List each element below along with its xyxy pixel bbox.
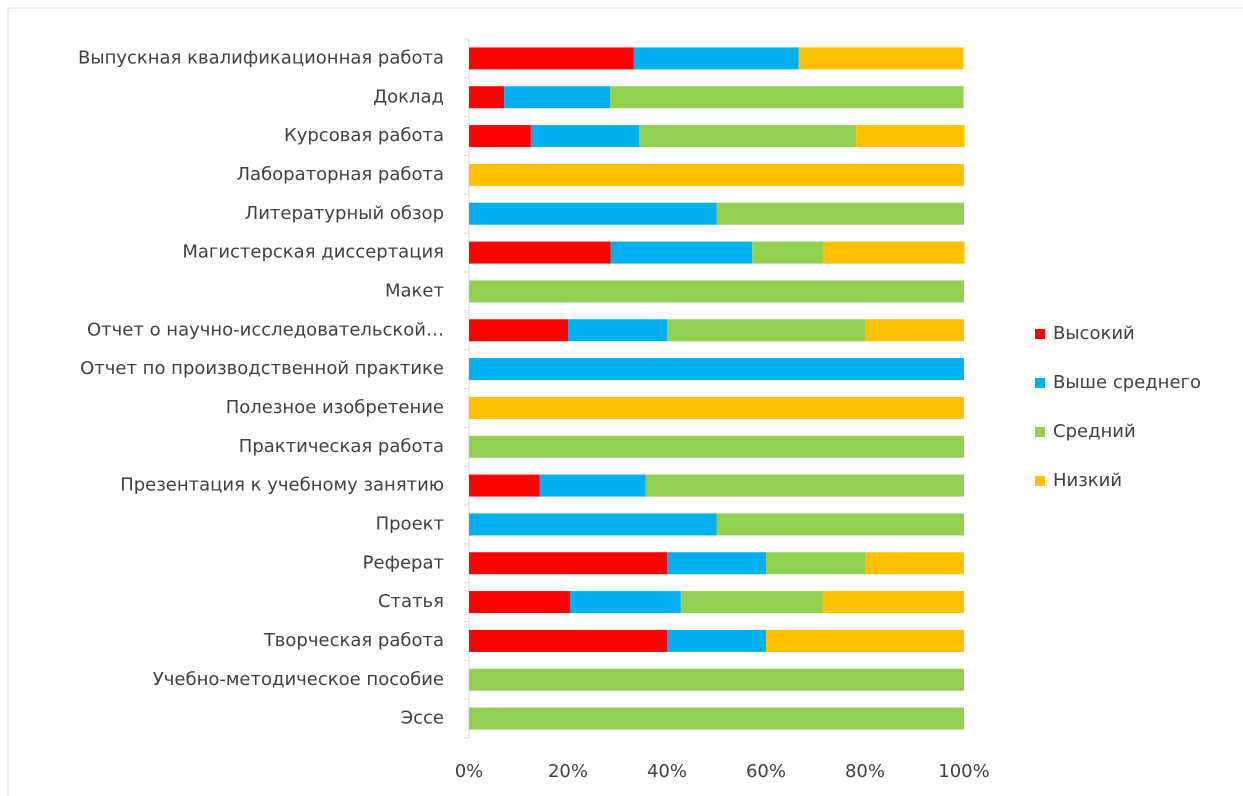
category-label: Учебно-методическое пособие [153,669,444,690]
bar-segment [469,163,964,186]
bar-segment [865,319,964,342]
bar-segment [822,591,964,614]
category-label: Полезное изобретение [226,397,444,418]
x-tick-label: 0% [455,761,484,782]
bar-segment [469,552,667,575]
category-label: Отчет о научно-исследовательской… [87,319,444,340]
category-label: Творческая работа [263,630,444,651]
bar-segment [569,591,681,614]
category-label: Презентация к учебному занятию [120,475,444,496]
bar-segment [469,474,540,497]
x-tick-label: 40% [647,761,687,782]
category-label: Реферат [363,552,444,573]
bar-segment [766,552,865,575]
bar-segment [798,47,964,70]
chart-border [7,7,1243,796]
category-label: Лабораторная работа [237,164,445,185]
bar-segment [469,513,717,536]
bar-segment [469,358,964,381]
category-label: Отчет по производственной практике [80,358,444,379]
category-label: Статья [378,591,444,612]
category-label: Курсовая работа [284,125,444,146]
bar-segment [469,86,505,109]
bar-segment [469,435,964,458]
bar-segment [822,241,965,264]
bar-segment [530,125,640,148]
legend-swatch [1035,427,1045,437]
bar-segment [645,474,964,497]
bar-segment [469,668,964,691]
bar-segment [469,396,964,419]
bar-segment [469,629,667,652]
bar-segment [610,86,964,109]
bar-segment [639,125,857,148]
bar-segment [766,629,964,652]
legend-label: Средний [1053,421,1136,442]
legend-swatch [1035,378,1045,388]
bar-segment [469,125,531,148]
bar-segment [610,241,753,264]
bar-segment [568,319,667,342]
x-tick-label: 60% [746,761,786,782]
bar-segment [680,591,823,614]
bar-segment [716,513,964,536]
category-label: Доклад [373,86,444,107]
bar-segment [633,47,799,70]
bar-segment [667,319,865,342]
bar-segment [504,86,611,109]
bar-segment [469,241,611,264]
bar-segment [469,591,570,614]
bar-segment [865,552,964,575]
bar-segment [469,319,568,342]
legend-swatch [1035,476,1045,486]
bar-segment [469,47,634,70]
x-tick-label: 20% [548,761,588,782]
category-label: Практическая работа [239,436,444,457]
category-label: Выпускная квалификационная работа [78,47,444,68]
bar-segment [752,241,823,264]
x-tick-label: 80% [845,761,885,782]
category-label: Проект [376,513,444,534]
category-label: Макет [385,280,444,301]
bar-segment [539,474,646,497]
legend-swatch [1035,329,1045,339]
bar-segment [667,552,766,575]
bar-segment [469,202,717,225]
legend-label: Низкий [1053,470,1122,491]
x-tick-label: 100% [938,761,989,782]
bar-segment [716,202,964,225]
category-label: Литературный обзор [245,203,444,224]
legend-label: Высокий [1053,323,1135,344]
category-label: Эссе [401,708,444,729]
bar-segment [667,629,766,652]
bar-segment [469,707,964,730]
category-label: Магистерская диссертация [182,242,444,263]
bar-segment [856,125,965,148]
legend-label: Выше среднего [1053,372,1201,393]
bar-segment [469,280,964,303]
